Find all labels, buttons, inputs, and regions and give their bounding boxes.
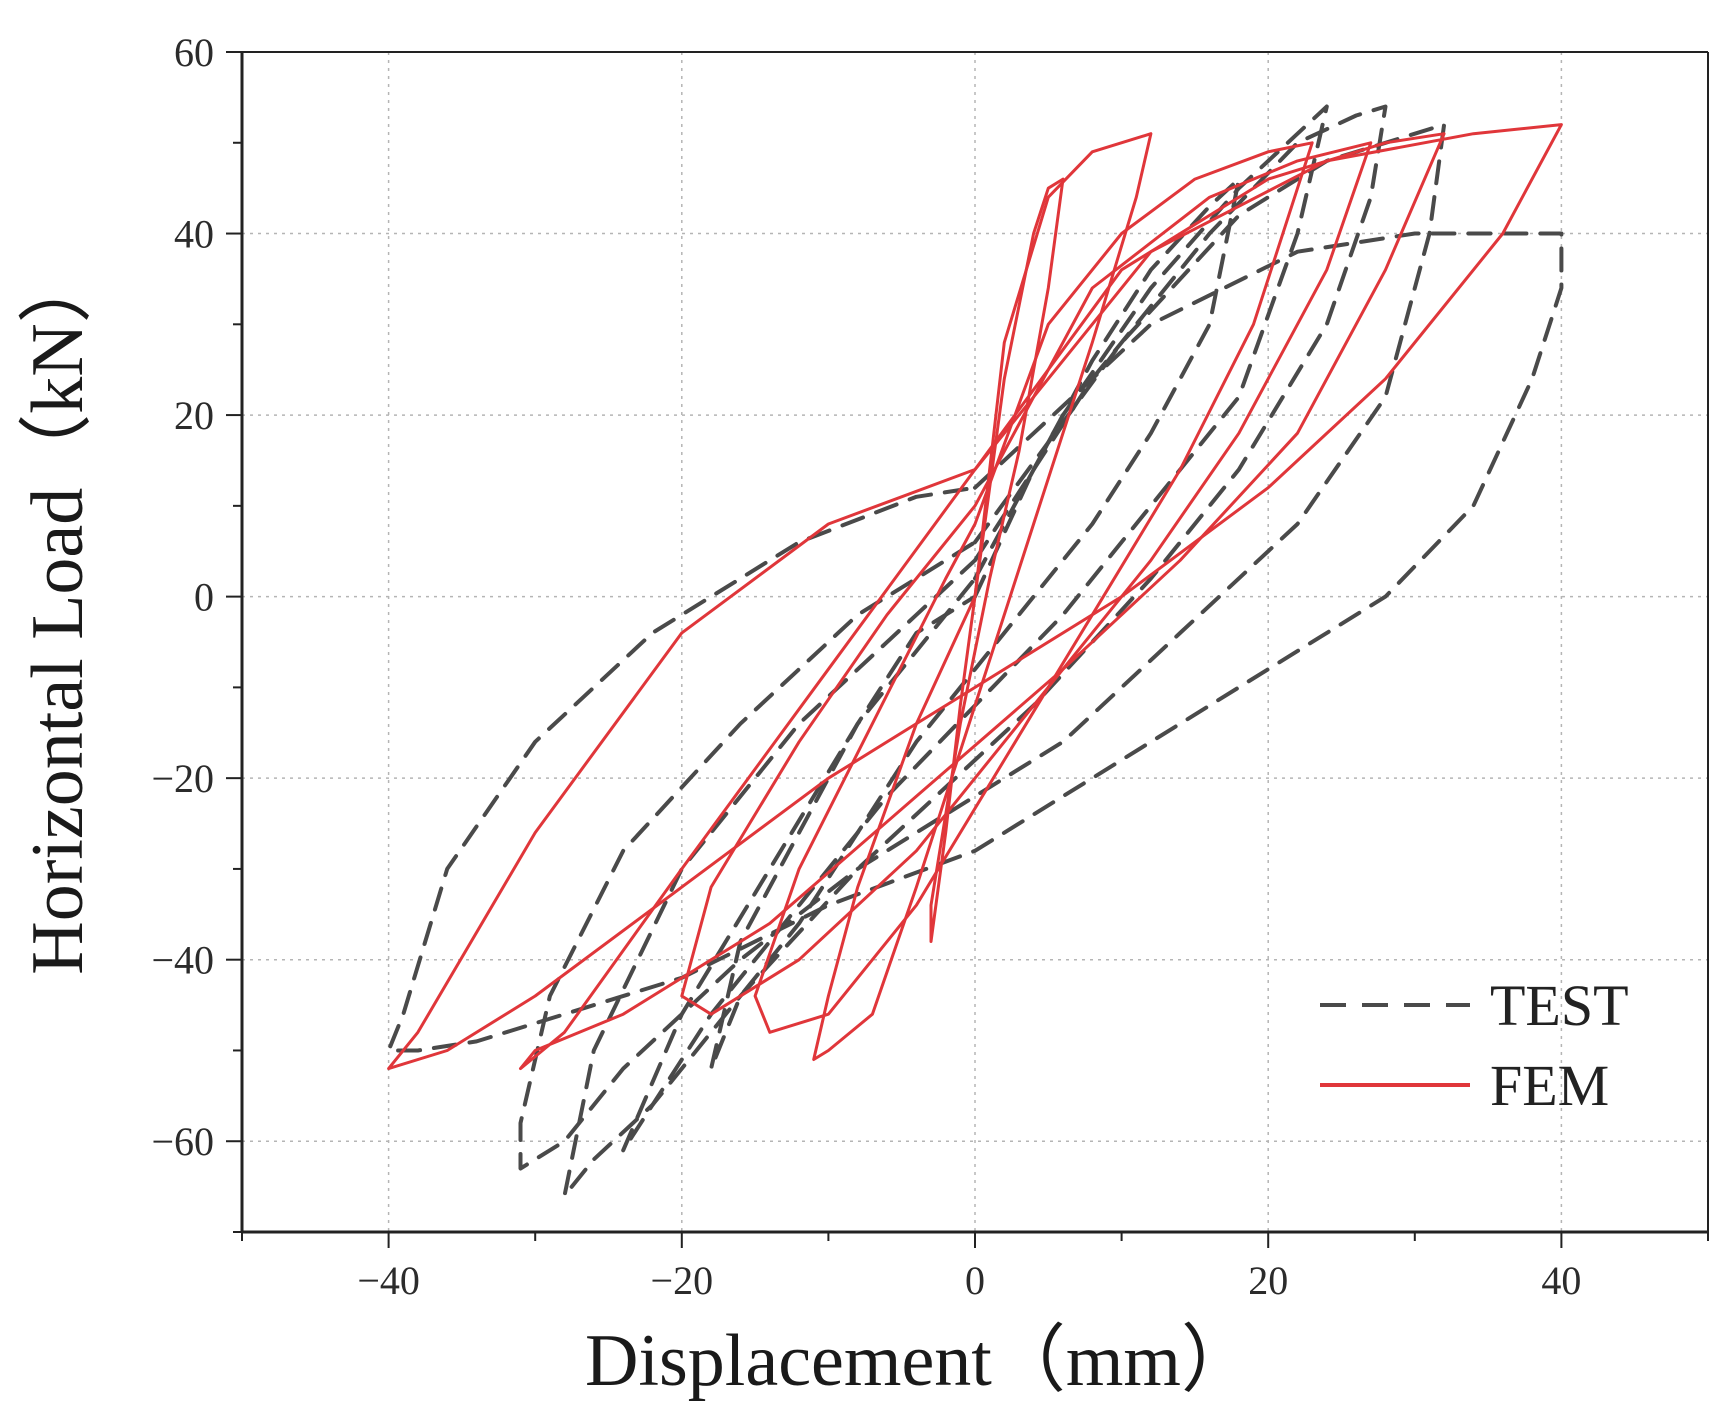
fem-loop-4 xyxy=(519,132,1446,1071)
fem-loop-5 xyxy=(387,123,1563,1071)
test-loop-2 xyxy=(562,104,1388,1198)
test-loop-0 xyxy=(709,177,1241,1071)
series-fem xyxy=(387,123,1563,1071)
y-tick-label: −60 xyxy=(151,1119,214,1164)
x-tick-label: 40 xyxy=(1541,1258,1581,1303)
y-axis-title: Horizontal Load（kN） xyxy=(17,249,99,974)
x-tick-label: 20 xyxy=(1248,1258,1288,1303)
test-loop-4 xyxy=(386,231,1564,1053)
axes xyxy=(240,51,1709,1234)
legend: TEST FEM xyxy=(1320,973,1629,1118)
x-tick-label: −20 xyxy=(651,1258,714,1303)
legend-label-fem: FEM xyxy=(1490,1053,1609,1118)
y-tick-label: 20 xyxy=(174,393,214,438)
fem-loop-0 xyxy=(929,177,1065,943)
x-tick-label: 0 xyxy=(965,1258,985,1303)
ticks: −40 −20 0 20 40 60 40 20 0 −20 −40 −60 xyxy=(151,30,1709,1303)
y-tick-label: 40 xyxy=(174,212,214,257)
test-loop-3 xyxy=(518,122,1447,1171)
y-tick-label: −20 xyxy=(151,756,214,801)
y-tick-label: −40 xyxy=(151,938,214,983)
fem-loop-3 xyxy=(680,141,1373,1016)
x-axis-title: Displacement（mm） xyxy=(585,1320,1255,1402)
legend-label-test: TEST xyxy=(1490,973,1629,1038)
y-tick-label: 60 xyxy=(174,30,214,75)
fem-loop-1 xyxy=(812,132,1153,1061)
x-tick-label: −40 xyxy=(357,1258,420,1303)
y-tick-label: 0 xyxy=(194,575,214,620)
